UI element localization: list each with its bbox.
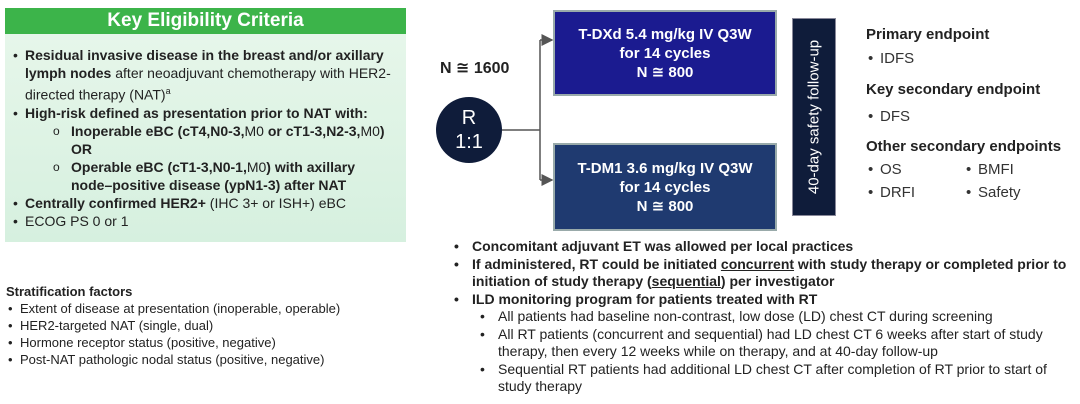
endpoint-list: IDFS: [866, 50, 1076, 67]
criteria-item: Centrally confirmed HER2+ (IHC 3+ or ISH…: [11, 194, 398, 212]
randomization-ratio: 1:1: [455, 131, 483, 153]
stratification-item: Hormone receptor status (positive, negat…: [6, 334, 426, 351]
stratification-list: Extent of disease at presentation (inope…: [6, 300, 426, 368]
criteria-list: Residual invasive disease in the breast …: [11, 46, 398, 230]
arm-line: N ≅ 800: [636, 197, 694, 215]
connector: [502, 40, 541, 180]
text: (IHC 3+ or ISH+) eBC: [205, 194, 346, 211]
text: ) per investigator: [720, 273, 835, 289]
text: Residual invasive disease in the breast …: [25, 47, 384, 81]
criteria-sublist: Inoperable eBC (cT4,N0-3,M0 or cT1-3,N2-…: [49, 122, 398, 194]
text: with study therapy or completed prior to…: [472, 255, 1067, 290]
randomization-label: R: [461, 107, 477, 129]
arm-line: T-DXd 5.4 mg/kg IV Q3W: [578, 25, 752, 43]
arm-line: N ≅ 800: [636, 63, 694, 81]
arm: T-DXd 5.4 mg/kg IV Q3W for 14 cycles N ≅…: [553, 10, 777, 96]
criteria-item: ECOG PS 0 or 1: [11, 212, 398, 230]
endpoint: BMFI: [964, 161, 1064, 178]
text: High-risk defined as presentation prior …: [25, 104, 368, 121]
notes: Concomitant adjuvant ET was allowed per …: [452, 238, 1067, 396]
text: Operable eBC (cT1-3,N0-1,: [71, 158, 247, 175]
endpoint-list: OS BMFI DRFI Safety: [866, 161, 1076, 201]
endpoint-title: Primary endpoint: [866, 26, 990, 43]
note-subitem: All RT patients (concurrent and sequenti…: [478, 326, 1067, 361]
text: OR: [71, 140, 92, 157]
criteria-header: Key Eligibility Criteria: [5, 8, 406, 34]
note: ILD monitoring program for patients trea…: [452, 291, 1067, 396]
notes-list: Concomitant adjuvant ET was allowed per …: [452, 238, 1067, 396]
enrollment: N ≅ 1600: [440, 60, 510, 77]
text: ECOG PS 0 or 1: [25, 212, 129, 229]
text: M0: [360, 122, 380, 139]
text: concurrent: [720, 255, 795, 272]
text: ): [379, 122, 385, 139]
text: or cT1-3,N2-3,: [263, 122, 361, 139]
endpoint: IDFS: [866, 50, 1076, 67]
endpoint-list: DFS: [866, 108, 1076, 125]
text: Centrally confirmed HER2+: [25, 194, 206, 211]
criteria-subitem: Inoperable eBC (cT4,N0-3,M0 or cT1-3,N2-…: [49, 122, 398, 158]
endpoints: Primary endpoint IDFS Key secondary endp…: [866, 26, 1076, 201]
text: Concomitant adjuvant ET was allowed per …: [472, 238, 854, 254]
follow-up-box: 40-day safety follow-up: [792, 18, 836, 216]
text: If administered, RT could be initiated: [472, 255, 721, 272]
text: M0: [246, 158, 267, 175]
stratification-item: HER2-targeted NAT (single, dual): [6, 317, 426, 334]
text: M0: [244, 122, 264, 139]
text: Inoperable eBC (cT4,N0-3,: [71, 122, 245, 139]
criteria-subitem: Operable eBC (cT1-3,N0-1,M0) with axilla…: [49, 158, 398, 194]
note: If administered, RT could be initiated c…: [452, 256, 1067, 291]
stratification-title: Stratification factors: [6, 284, 133, 299]
endpoint-title: Key secondary endpoint: [866, 81, 1041, 98]
endpoint: OS: [866, 161, 964, 178]
criteria-item: High-risk defined as presentation prior …: [11, 104, 398, 194]
endpoint: Safety: [964, 184, 1064, 201]
arm: T-DM1 3.6 mg/kg IV Q3W for 14 cycles N ≅…: [553, 143, 777, 231]
follow-up-label: 40-day safety follow-up: [805, 39, 823, 195]
endpoint: DFS: [866, 108, 1076, 125]
stratification-item: Post-NAT pathologic nodal status (positi…: [6, 351, 426, 368]
endpoint-title: Other secondary endpoints: [866, 138, 1062, 155]
text: after neoadjuvant chemotherapy with HER2…: [25, 65, 391, 103]
note: Concomitant adjuvant ET was allowed per …: [452, 238, 1067, 256]
text: ) with axillary node–positive disease (y…: [71, 158, 355, 193]
arm-line: T-DM1 3.6 mg/kg IV Q3W: [577, 159, 753, 177]
notes-sublist: All patients had baseline non-contrast, …: [478, 308, 1067, 396]
stratification-item: Extent of disease at presentation (inope…: [6, 300, 426, 317]
footnote-mark: a: [165, 86, 171, 96]
note-subitem: Sequential RT patients had additional LD…: [478, 361, 1067, 396]
arm-line: for 14 cycles: [619, 44, 711, 62]
stratification: Stratification factors Extent of disease…: [6, 283, 426, 368]
text: sequential: [651, 273, 721, 289]
criteria-item: Residual invasive disease in the breast …: [11, 46, 398, 104]
arm-line: for 14 cycles: [619, 178, 711, 196]
randomization: R 1:1: [436, 97, 502, 163]
note-subitem: All patients had baseline non-contrast, …: [478, 308, 1067, 326]
text: ILD monitoring program for patients trea…: [472, 290, 818, 307]
criteria-box: Residual invasive disease in the breast …: [5, 34, 406, 242]
endpoint: DRFI: [866, 184, 964, 201]
